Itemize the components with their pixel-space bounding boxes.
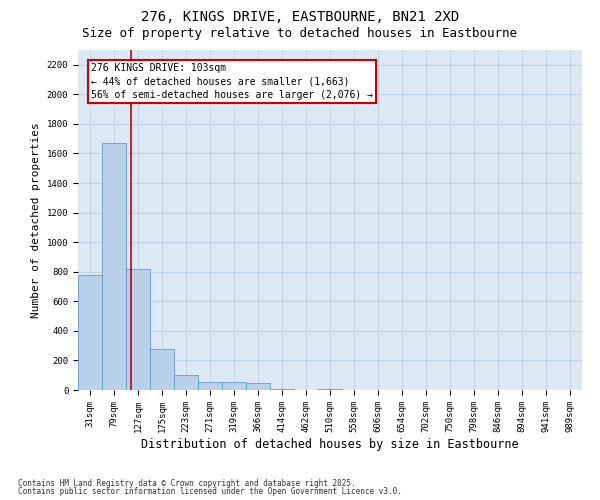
Y-axis label: Number of detached properties: Number of detached properties bbox=[31, 122, 41, 318]
Bar bbox=[102, 143, 126, 390]
Bar bbox=[174, 375, 198, 390]
Bar bbox=[222, 382, 246, 390]
Text: Contains HM Land Registry data © Crown copyright and database right 2025.: Contains HM Land Registry data © Crown c… bbox=[18, 478, 356, 488]
Text: Contains public sector information licensed under the Open Government Licence v3: Contains public sector information licen… bbox=[18, 487, 402, 496]
Bar bbox=[198, 382, 222, 390]
Text: Size of property relative to detached houses in Eastbourne: Size of property relative to detached ho… bbox=[83, 28, 517, 40]
X-axis label: Distribution of detached houses by size in Eastbourne: Distribution of detached houses by size … bbox=[141, 438, 519, 450]
Bar bbox=[78, 274, 102, 390]
Text: 276 KINGS DRIVE: 103sqm
← 44% of detached houses are smaller (1,663)
56% of semi: 276 KINGS DRIVE: 103sqm ← 44% of detache… bbox=[91, 64, 373, 100]
Bar bbox=[126, 269, 150, 390]
Text: 276, KINGS DRIVE, EASTBOURNE, BN21 2XD: 276, KINGS DRIVE, EASTBOURNE, BN21 2XD bbox=[141, 10, 459, 24]
Bar bbox=[246, 384, 270, 390]
Bar bbox=[150, 348, 174, 390]
